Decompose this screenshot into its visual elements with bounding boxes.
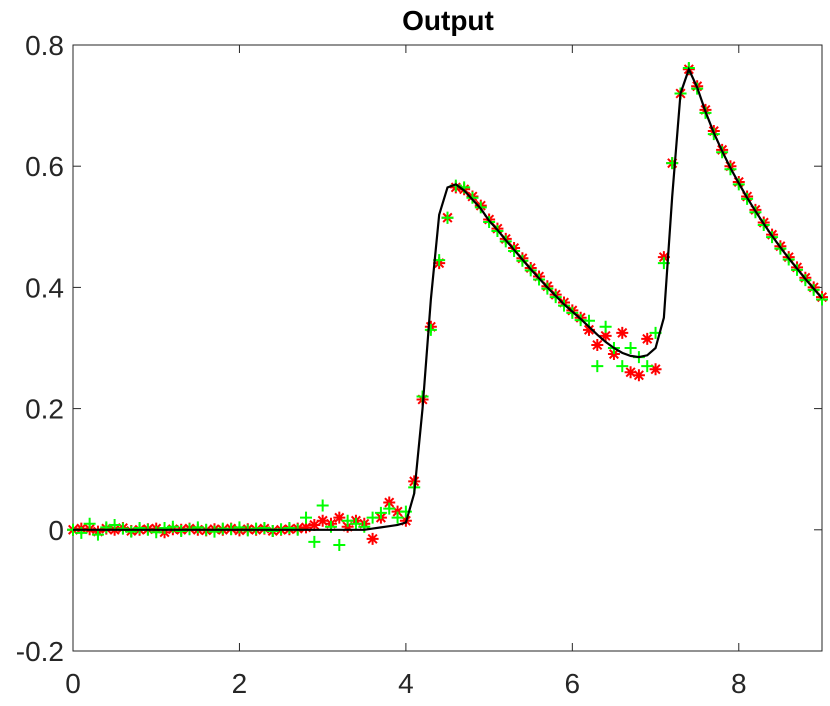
marker (308, 535, 321, 548)
marker (616, 360, 629, 373)
marker (208, 525, 221, 538)
marker (383, 496, 396, 509)
marker (349, 517, 362, 530)
marker (641, 332, 654, 345)
marker (466, 191, 479, 204)
marker (158, 521, 171, 534)
marker (374, 506, 387, 519)
x-tick-label: 8 (731, 668, 747, 699)
marker (233, 521, 246, 534)
marker (624, 366, 637, 379)
marker (341, 514, 354, 527)
marker (100, 521, 113, 534)
marker (582, 323, 595, 336)
marker (316, 514, 329, 527)
marker (816, 293, 828, 306)
marker (391, 511, 404, 524)
x-tick-label: 0 (65, 668, 81, 699)
marker (441, 211, 454, 224)
marker (266, 525, 279, 538)
marker (599, 320, 612, 333)
y-tick-label: -0.2 (16, 636, 64, 667)
marker (316, 499, 329, 512)
marker (333, 511, 346, 524)
marker (133, 521, 146, 534)
line (73, 66, 823, 531)
marker (175, 525, 188, 538)
marker (408, 475, 421, 488)
marker (649, 363, 662, 376)
marker (366, 511, 379, 524)
x-tick-label: 6 (565, 668, 581, 699)
marker (125, 525, 138, 538)
y-tick-label: 0.6 (25, 151, 64, 182)
marker (258, 521, 271, 534)
marker (191, 521, 204, 534)
marker (591, 338, 604, 351)
marker (300, 511, 313, 524)
marker (582, 314, 595, 327)
marker (366, 532, 379, 545)
marker (333, 538, 346, 551)
marker (341, 520, 354, 533)
axes-box (72, 44, 823, 652)
y-tick-label: 0.8 (25, 30, 64, 61)
x-tick-label: 4 (398, 668, 414, 699)
y-tick-label: 0.4 (25, 272, 64, 303)
marker (666, 157, 679, 170)
x-tick-label: 2 (232, 668, 248, 699)
marker (657, 251, 670, 264)
marker (632, 369, 645, 382)
marker (391, 505, 404, 518)
marker (424, 323, 437, 336)
marker (300, 521, 313, 534)
marker (599, 329, 612, 342)
marker (607, 348, 620, 361)
marker (150, 526, 163, 539)
marker (616, 326, 629, 339)
marker (83, 517, 96, 530)
chart-title: Output (402, 5, 494, 36)
marker (641, 360, 654, 373)
marker (383, 502, 396, 515)
marker (358, 520, 371, 533)
y-tick-label: 0.2 (25, 394, 64, 425)
marker (624, 342, 637, 354)
y-tick-label: 0 (48, 515, 64, 546)
marker (283, 521, 296, 534)
marker (324, 520, 337, 533)
marker (116, 522, 129, 535)
marker (591, 360, 604, 373)
marker (308, 518, 321, 531)
